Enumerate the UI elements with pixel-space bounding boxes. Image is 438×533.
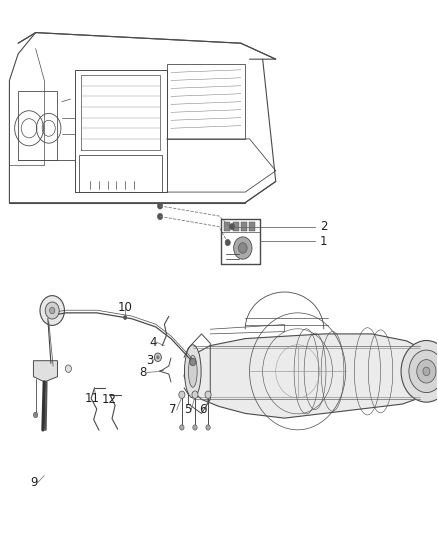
Circle shape	[205, 391, 211, 399]
Bar	[241, 222, 247, 231]
Circle shape	[33, 412, 38, 417]
Text: 8: 8	[139, 366, 146, 379]
Circle shape	[401, 341, 438, 402]
Circle shape	[238, 243, 247, 253]
Text: 12: 12	[102, 393, 117, 406]
Text: 4: 4	[149, 336, 156, 349]
Text: 1: 1	[320, 235, 328, 248]
Circle shape	[40, 296, 64, 326]
Circle shape	[179, 391, 185, 399]
Bar	[249, 222, 255, 231]
Circle shape	[190, 358, 196, 366]
Ellipse shape	[184, 345, 201, 398]
Text: 7: 7	[170, 403, 177, 416]
Circle shape	[423, 367, 430, 376]
Circle shape	[49, 308, 55, 314]
Polygon shape	[184, 334, 437, 418]
Bar	[224, 222, 230, 231]
Circle shape	[233, 237, 252, 259]
Circle shape	[193, 425, 197, 430]
Text: 5: 5	[184, 403, 191, 416]
Circle shape	[156, 356, 159, 359]
Text: 6: 6	[199, 403, 206, 416]
Circle shape	[192, 391, 198, 399]
Text: 2: 2	[320, 220, 328, 233]
Text: 11: 11	[85, 392, 100, 405]
Circle shape	[206, 425, 210, 430]
Circle shape	[180, 425, 184, 430]
Circle shape	[154, 353, 161, 361]
Text: 9: 9	[31, 476, 38, 489]
Ellipse shape	[188, 356, 197, 387]
Text: 10: 10	[118, 301, 133, 313]
Circle shape	[417, 360, 436, 383]
Text: 3: 3	[146, 353, 154, 367]
Circle shape	[157, 213, 162, 220]
Bar	[233, 222, 239, 231]
Circle shape	[157, 203, 162, 209]
Circle shape	[225, 239, 230, 246]
Circle shape	[230, 223, 235, 230]
Polygon shape	[33, 361, 57, 382]
Circle shape	[45, 302, 59, 319]
Circle shape	[124, 316, 127, 320]
Circle shape	[65, 365, 71, 373]
Circle shape	[409, 350, 438, 393]
